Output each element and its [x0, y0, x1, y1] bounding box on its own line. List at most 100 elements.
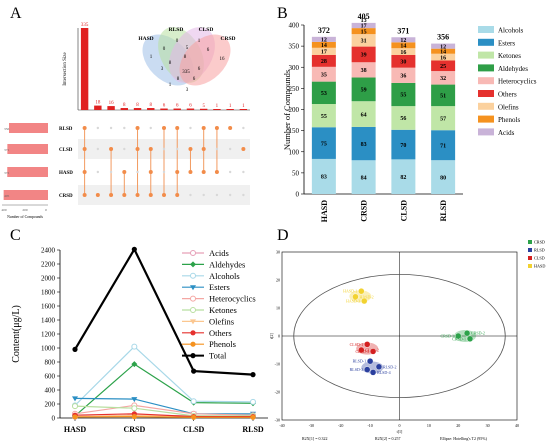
- matrix-dot-5-2: [148, 170, 153, 174]
- c-ytick-600: 600: [45, 373, 56, 381]
- venn-region-14: 8: [169, 61, 172, 66]
- d-point-label-crsd-2: CRSD-2: [471, 331, 485, 336]
- c-point-phenols-2: [191, 414, 197, 420]
- d-point-rlsd-1: [366, 358, 374, 365]
- b-bar-rlsd-alcohols: [431, 160, 456, 194]
- c-point-ketones-1: [131, 405, 138, 412]
- venn-region-2: 1: [198, 39, 201, 44]
- set-size-bar-clsd: [7, 144, 48, 154]
- c-legend-marker-others: [190, 330, 196, 336]
- c-legend-label-alcohols: Alcohols: [209, 271, 240, 281]
- b-bar-label-clsd-heterocyclics: 36: [400, 73, 406, 79]
- intersection-bar-12: [239, 109, 248, 110]
- b-bar-label-clsd-esters: 70: [400, 143, 406, 149]
- b-legend-swatch-aldehydes: [478, 64, 494, 72]
- d-ytick-5: -20: [275, 390, 280, 395]
- b-bar-rlsd-heterocyclics: [431, 71, 456, 85]
- matrix-dot-10-3: [215, 193, 219, 197]
- venn-label-hasd: HASD: [138, 36, 153, 42]
- matrix-dot-5-3: [148, 193, 153, 197]
- b-bar-clsd-alcohols: [391, 159, 416, 194]
- set-size-label-hasd: 372: [4, 171, 10, 175]
- b-bar-clsd-esters: [391, 129, 416, 160]
- b-legend-label-phenols: Phenols: [498, 116, 520, 124]
- b-bar-clsd-acids: [391, 37, 416, 43]
- c-legend-marker-esters: [190, 285, 196, 291]
- b-legend-swatch-acids: [478, 128, 494, 136]
- set-size-tick-0: 400: [1, 208, 7, 212]
- matrix-dot-8-2: [188, 170, 193, 174]
- set-size-label-crsd: 405: [4, 194, 10, 198]
- b-bar-hasd-ketones: [311, 104, 336, 128]
- b-bar-label-crsd-phenols: 15: [361, 29, 367, 35]
- d-point-rlsd-4: [369, 369, 377, 376]
- b-bar-rlsd-esters: [431, 130, 456, 161]
- b-bar-label-crsd-ketones: 64: [361, 112, 367, 118]
- b-legend-swatch-phenols: [478, 115, 494, 123]
- matrix-dot-12-3: [242, 193, 245, 197]
- c-point-phenols-3: [250, 414, 256, 420]
- d-ytick-2: 10: [276, 306, 280, 311]
- b-bar-hasd-alcohols: [311, 158, 336, 194]
- d-xtick-6: 20: [456, 423, 460, 428]
- b-bar-hasd-others: [311, 54, 336, 67]
- intersection-bar-label-7: 6: [176, 104, 179, 109]
- d-point-rlsd-2: [375, 363, 383, 370]
- b-ytick-300: 300: [289, 64, 300, 72]
- b-bar-hasd-phenols: [311, 41, 336, 48]
- set-size-bar-crsd: [3, 190, 49, 200]
- matrix-dot-7-1: [176, 147, 179, 151]
- c-line-total: [74, 246, 254, 376]
- matrix-dot-2-0: [109, 126, 113, 130]
- b-ytick-150: 150: [289, 127, 300, 135]
- matrix-dot-2-2: [109, 170, 113, 174]
- b-ytick-400: 400: [289, 22, 300, 30]
- set-size-tick-1: 200: [22, 208, 28, 212]
- c-y-label: Content(μg/L): [11, 305, 22, 363]
- matrix-dot-4-2: [136, 170, 139, 174]
- c-point-total-3: [250, 372, 256, 378]
- b-bar-label-rlsd-aldehydes: 51: [440, 94, 446, 100]
- c-line-esters: [74, 397, 253, 415]
- b-bar-label-rlsd-acids: 12: [440, 44, 446, 50]
- d-point-clsd-1: [363, 341, 371, 348]
- c-ytick-1400: 1400: [41, 317, 56, 325]
- matrix-dot-3-3: [122, 193, 127, 197]
- d-legend-swatch-rlsd: [528, 248, 532, 252]
- c-ytick-2200: 2200: [41, 261, 56, 269]
- c-legend-label-acids: Acids: [209, 248, 229, 258]
- venn-region-8: 3: [161, 67, 164, 72]
- b-legend-label-heterocyclics: Heterocyclics: [498, 78, 537, 86]
- c-legend-label-esters: Esters: [209, 282, 230, 292]
- intersection-bar-label-4: 8: [136, 103, 139, 108]
- matrix-dot-6-1: [162, 147, 166, 151]
- b-bar-label-extra-crsd: 13: [361, 18, 367, 24]
- intersection-bar-10: [213, 109, 221, 110]
- matrix-dot-3-2: [122, 170, 127, 174]
- matrix-dot-12-0: [242, 126, 245, 130]
- venn-label-rlsd: RLSD: [169, 27, 184, 33]
- d-point-label-rlsd-2: RLSD-2: [383, 364, 397, 369]
- c-point-alcohols-2: [190, 398, 197, 405]
- b-bar-hasd-heterocyclics: [311, 66, 336, 82]
- c-legend-marker-acids: [190, 250, 196, 256]
- intersection-bar-3: [120, 108, 129, 110]
- d-legend-label-rlsd: RLSD: [534, 248, 545, 253]
- b-ytick-50: 50: [292, 169, 300, 177]
- c-category-clsd: CLSD: [183, 425, 205, 434]
- matrix-dot-2-1: [109, 147, 114, 151]
- matrix-dot-1-0: [96, 126, 100, 130]
- c-line-aldehydes: [74, 363, 254, 417]
- intersection-bar-label-6: 6: [163, 104, 166, 109]
- d-footer-right: Ellipse: Hotelling's T2 (95%): [440, 436, 488, 441]
- b-bar-crsd-aldehydes: [351, 77, 376, 102]
- matrix-dot-1-2: [96, 170, 100, 174]
- venn-region-12: 6: [198, 67, 201, 72]
- panel-c-line-chart: 0 200 400 600 800 1000 1200 1400 1600 1800 2000 220…: [11, 246, 268, 434]
- b-total-label-clsd: 371: [397, 26, 409, 35]
- matrix-dot-1-3: [95, 193, 100, 197]
- c-ytick-400: 400: [45, 387, 56, 395]
- matrix-dot-6-3: [162, 193, 166, 197]
- d-xtick-4: 0: [399, 423, 401, 428]
